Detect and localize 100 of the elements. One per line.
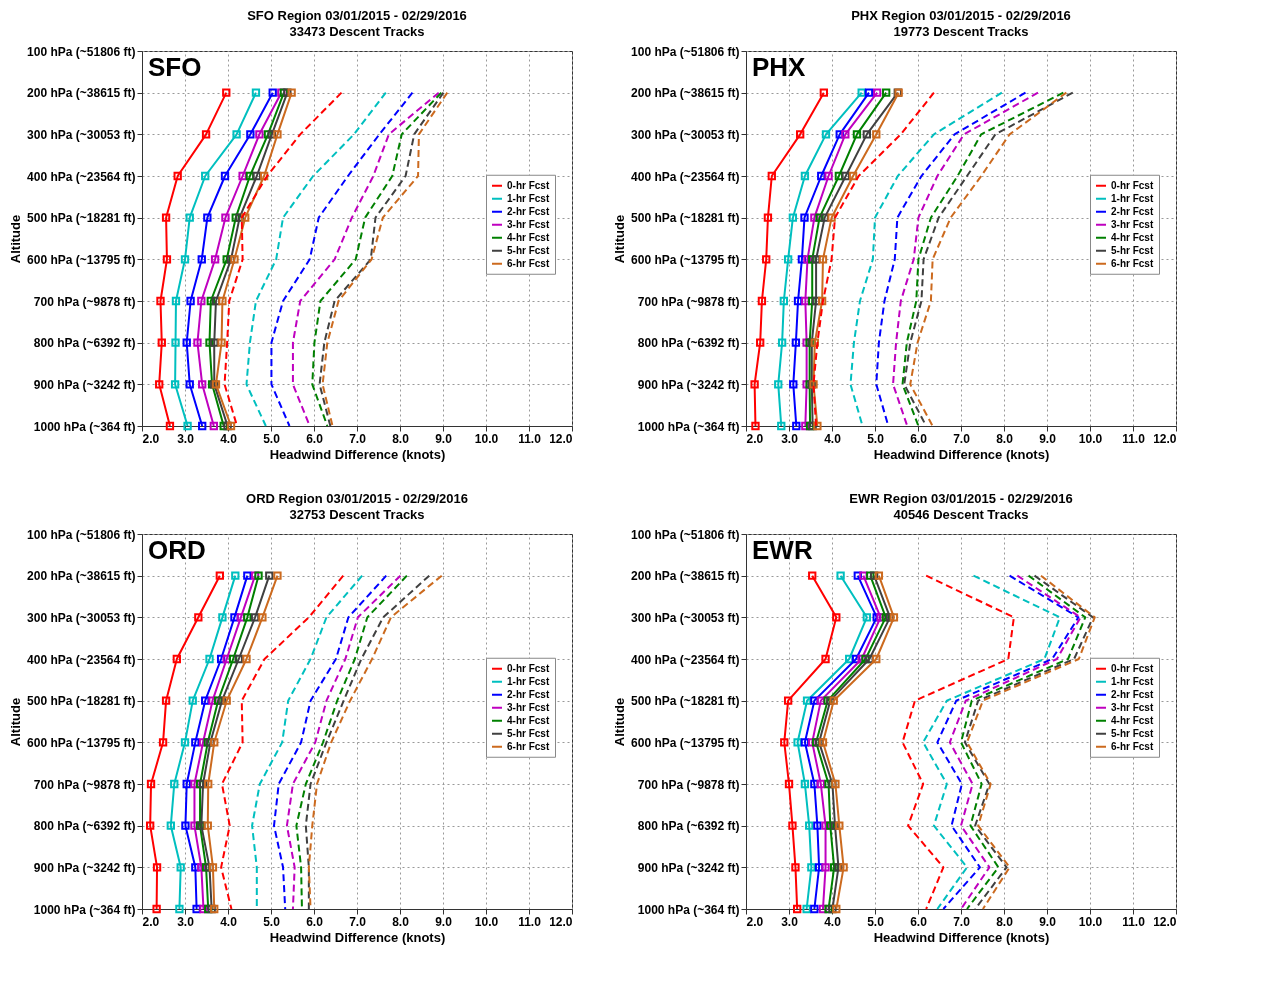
y-tick-label: 100 hPa (~51806 ft) — [27, 527, 136, 542]
x-axis-title: Headwind Difference (knots) — [873, 446, 1050, 462]
point — [205, 338, 214, 347]
point — [161, 696, 171, 705]
point — [201, 696, 210, 705]
point — [819, 88, 828, 97]
point — [222, 696, 231, 705]
point — [235, 213, 244, 222]
x-tick-label: 7.0 — [349, 431, 367, 446]
x-tick-label: 10.0 — [1078, 431, 1103, 446]
point — [216, 654, 226, 664]
point — [852, 130, 862, 139]
y-tick-label: 600 hPa (~13795 ft) — [631, 735, 740, 750]
x-tick-label: 9.0 — [435, 431, 453, 446]
point — [220, 171, 230, 181]
point — [777, 421, 786, 431]
x-tick-label: 5.0 — [867, 431, 885, 446]
point — [176, 863, 185, 872]
point — [192, 904, 201, 914]
y-tick-label: 100 hPa (~51806 ft) — [631, 527, 740, 542]
point — [211, 296, 221, 306]
point — [156, 296, 165, 306]
point — [828, 904, 837, 914]
y-tick-label: 500 hPa (~18281 ft) — [631, 211, 740, 226]
legend-label: 4-hr Fcst — [1111, 714, 1154, 726]
x-tick-label: 10.0 — [1078, 914, 1103, 929]
y-tick-label: 800 hPa (~6392 ft) — [33, 819, 136, 834]
y-tick-label: 800 hPa (~6392 ft) — [637, 336, 740, 351]
point — [774, 380, 783, 389]
x-tick-label: 6.0 — [306, 431, 324, 446]
point — [865, 654, 874, 664]
point — [197, 296, 206, 306]
x-tick-label: 8.0 — [392, 914, 410, 929]
x-tick-label: 11.0 — [518, 431, 542, 446]
x-tick-label: 2.0 — [746, 914, 764, 929]
point — [861, 654, 870, 664]
point — [208, 696, 217, 705]
point — [210, 255, 220, 264]
point — [813, 821, 822, 830]
point — [263, 130, 273, 139]
y-tick-label: 500 hPa (~18281 ft) — [631, 694, 740, 709]
point — [800, 213, 809, 222]
point — [876, 613, 885, 622]
y-tick-label: 800 hPa (~6392 ft) — [637, 819, 740, 834]
y-tick-label: 600 hPa (~13795 ft) — [27, 735, 136, 750]
point — [203, 821, 212, 830]
annotation: SFO — [148, 52, 202, 82]
point — [811, 296, 821, 306]
point — [767, 171, 776, 181]
point — [791, 863, 800, 872]
point — [157, 338, 166, 347]
point — [788, 213, 798, 222]
y-tick-label: 200 hPa (~38615 ft) — [27, 569, 136, 584]
point — [814, 863, 824, 872]
chart-subtitle: 19773 Descent Tracks — [893, 24, 1029, 39]
legend-label: 5-hr Fcst — [507, 244, 550, 256]
point — [242, 654, 251, 664]
point — [283, 88, 292, 97]
point — [824, 171, 833, 181]
x-tick-label: 3.0 — [781, 431, 799, 446]
point — [185, 213, 194, 222]
y-tick-label: 700 hPa (~9878 ft) — [637, 777, 740, 792]
point — [219, 421, 228, 431]
point — [217, 338, 226, 347]
point — [821, 863, 830, 872]
point — [206, 296, 215, 306]
point — [170, 380, 180, 389]
point — [881, 613, 890, 622]
point — [834, 863, 843, 872]
point — [194, 613, 203, 622]
point — [817, 171, 826, 181]
legend-label: 2-hr Fcst — [507, 688, 550, 700]
legend-label: 3-hr Fcst — [507, 701, 550, 713]
x-tick-label: 7.0 — [349, 914, 367, 929]
point — [182, 338, 191, 347]
point — [287, 88, 296, 97]
annotation: EWR — [752, 535, 813, 565]
x-tick-label: 6.0 — [306, 914, 324, 929]
point — [788, 821, 797, 830]
point — [191, 863, 200, 872]
point — [808, 738, 817, 747]
point — [807, 863, 816, 872]
y-tick-label: 900 hPa (~3242 ft) — [33, 860, 136, 875]
point — [273, 571, 282, 580]
point — [218, 613, 227, 622]
point — [155, 380, 164, 389]
point — [246, 130, 255, 139]
point — [789, 380, 798, 389]
point — [845, 654, 854, 664]
point — [830, 821, 840, 830]
x-tick-label: 9.0 — [1039, 914, 1057, 929]
point — [800, 171, 810, 181]
legend-label: 6-hr Fcst — [1111, 740, 1154, 752]
x-tick-label: 6.0 — [910, 431, 928, 446]
point — [238, 171, 247, 181]
point — [810, 779, 819, 789]
x-tick-label: 8.0 — [996, 914, 1014, 929]
point — [800, 779, 810, 789]
y-tick-label: 900 hPa (~3242 ft) — [637, 377, 740, 392]
x-tick-label: 10.0 — [474, 914, 499, 929]
